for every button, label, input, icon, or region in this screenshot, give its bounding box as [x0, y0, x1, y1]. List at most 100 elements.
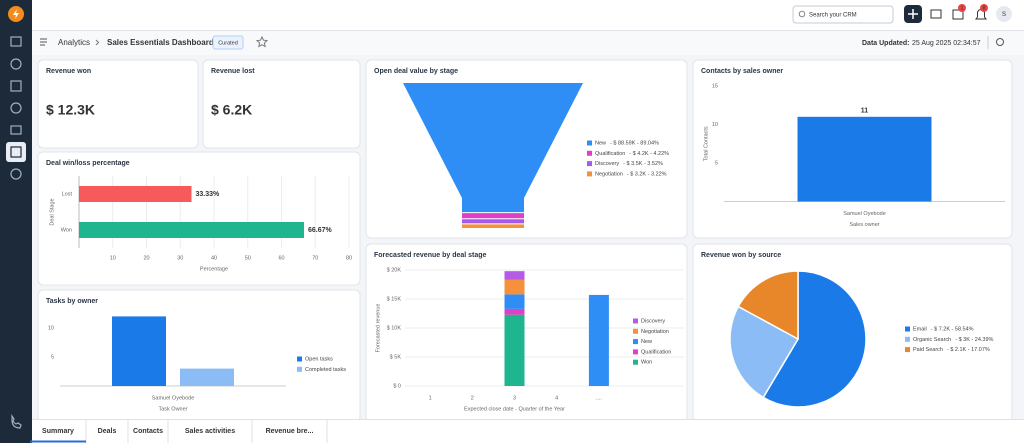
axis-title: Sales owner: [849, 222, 879, 228]
x-tick-label: 20: [143, 255, 149, 261]
funnel-stage: [462, 219, 524, 224]
breadcrumb-link[interactable]: Analytics: [58, 38, 90, 47]
y-tick-label: 15: [712, 83, 718, 89]
y-tick-label: 10: [48, 325, 54, 331]
axis-title: Percentage: [200, 266, 228, 272]
chevron: [95, 39, 100, 46]
x-tick-label: 80: [346, 255, 352, 261]
legend-swatch: [633, 359, 638, 365]
metric-value: $ 12.3K: [46, 102, 95, 118]
legend-swatch: [633, 349, 638, 355]
avatar-initial: S: [1002, 12, 1006, 18]
legend-value: - $ 3.2K - 3.22%: [627, 171, 667, 177]
bar: [112, 316, 166, 386]
funnel-stage: [462, 224, 524, 228]
updated-value: 25 Aug 2025 02:34:57: [912, 40, 981, 47]
widget-card: [37, 59, 199, 149]
y-tick-label: $ 20K: [387, 267, 402, 273]
widget-title: Tasks by owner: [46, 298, 98, 305]
legend-label: Discovery: [595, 161, 619, 167]
legend-label: New: [641, 339, 652, 345]
x-tick-label: ....: [596, 395, 603, 401]
pie-slice: [737, 270, 799, 341]
icon[interactable]: [10, 168, 22, 180]
mail-icon[interactable]: [930, 9, 942, 19]
menu-icon[interactable]: [40, 38, 47, 46]
y-tick-label: 10: [712, 122, 718, 128]
icon[interactable]: [10, 125, 22, 135]
icon[interactable]: [10, 80, 22, 92]
updated-label: Data Updated:: [862, 40, 909, 47]
legend-swatch: [297, 356, 302, 362]
legend-label: Negotiation: [641, 329, 669, 335]
legend-swatch: [905, 336, 910, 342]
icon[interactable]: [10, 58, 22, 70]
widget-title: Open deal value by stage: [374, 68, 458, 75]
phone-icon[interactable]: [11, 414, 22, 429]
legend-swatch: [633, 328, 638, 334]
bar: [180, 368, 234, 386]
avatar[interactable]: [996, 6, 1012, 22]
legend-swatch: [633, 318, 638, 324]
widget-title: Revenue won by source: [701, 252, 781, 259]
legend-value: - $ 7.2K - 58.54%: [931, 326, 974, 332]
legend-label: Open tasks: [305, 356, 333, 362]
dashboard-title: Sales Essentials Dashboard: [107, 38, 214, 47]
axis-title: Forecasted revenue: [375, 304, 381, 353]
tab[interactable]: Deals: [98, 428, 117, 435]
tab[interactable]: Sales activities: [185, 428, 235, 435]
legend-label: Won: [641, 360, 652, 366]
legend-swatch: [297, 366, 302, 372]
y-tick-label: 5: [51, 354, 54, 360]
metric-value: $ 6.2K: [211, 102, 252, 118]
funnel-stage: [403, 83, 583, 213]
badge-count: 8: [983, 6, 986, 12]
legend-label: Organic Search: [913, 337, 951, 343]
icon[interactable]: [10, 36, 22, 47]
widget-title: Revenue lost: [211, 68, 255, 75]
search-box[interactable]: [792, 5, 894, 24]
x-tick-label: 60: [278, 255, 284, 261]
bar-segment: [504, 294, 525, 309]
axis-title: Expected close date - Quarter of the Yea…: [464, 406, 565, 412]
widget-title: Deal win/loss percentage: [46, 160, 130, 167]
curated-label: Curated: [218, 40, 238, 46]
axis-title: Total Contacts: [703, 126, 709, 161]
legend-swatch: [587, 140, 592, 146]
badge: [958, 4, 966, 12]
x-tick-label: 70: [312, 255, 318, 261]
legend-value: - $ 2.1K - 17.07%: [947, 347, 990, 353]
legend-swatch: [587, 161, 592, 167]
legend-value: - $ 4.2K - 4.22%: [629, 151, 669, 157]
icon[interactable]: [10, 102, 22, 114]
tab-bar-bg: [32, 419, 1024, 443]
x-tick-label: 2: [471, 395, 474, 401]
legend-swatch: [587, 150, 592, 156]
search-placeholder: Search your CRM: [809, 13, 857, 19]
y-tick-label: $ 15K: [387, 296, 402, 302]
widget-title: Forecasted revenue by deal stage: [374, 252, 487, 259]
legend-swatch: [905, 326, 910, 332]
help-icon[interactable]: [996, 38, 1004, 46]
y-tick-label: $ 0: [393, 383, 401, 389]
logo-mark: [13, 9, 19, 19]
pie-slice: [729, 305, 800, 399]
legend-swatch: [905, 347, 910, 353]
sidebar: [0, 0, 32, 443]
tab[interactable]: Summary: [42, 428, 74, 435]
legend-label: Paid Search: [913, 347, 943, 353]
legend-value: - $ 3.5K - 3.52%: [623, 161, 663, 167]
active-nav[interactable]: [6, 142, 26, 162]
icon: [10, 146, 22, 158]
bar: [79, 222, 305, 238]
legend-label: Negotiation: [595, 171, 623, 177]
tab[interactable]: Contacts: [133, 428, 163, 435]
star-icon[interactable]: [255, 35, 269, 48]
tab[interactable]: Revenue bre...: [266, 428, 314, 435]
y-tick-label: $ 5K: [390, 354, 402, 360]
bar-segment: [504, 314, 525, 386]
gift-icon[interactable]: [952, 9, 964, 20]
tab-bar: Summary Deals Contacts Sales activities Reve…: [30, 419, 1024, 443]
